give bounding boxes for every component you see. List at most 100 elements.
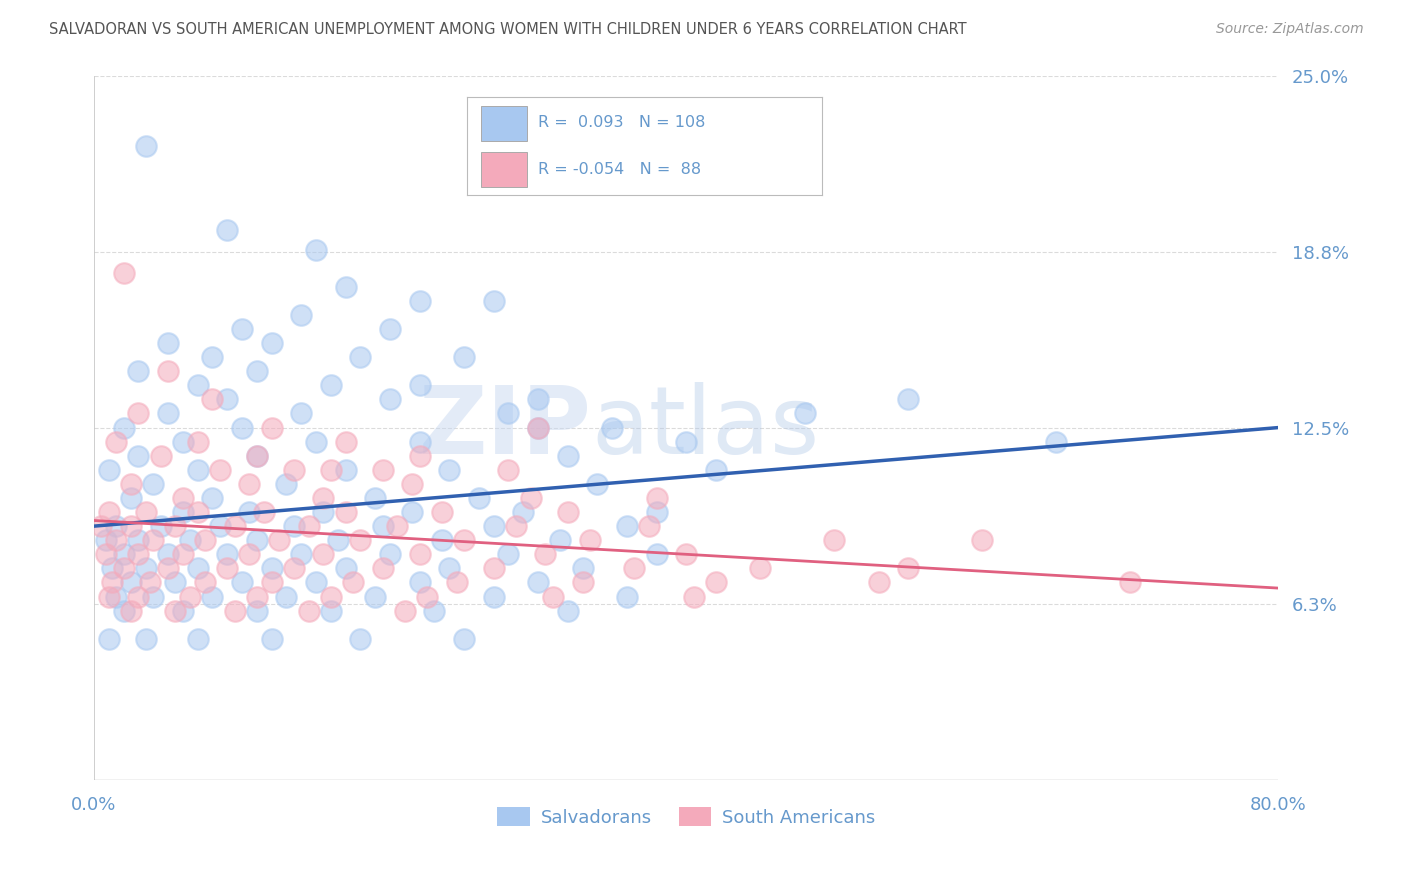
Point [100, 561, 122, 575]
Point [408, 547, 430, 561]
Point [127, 547, 149, 561]
Point [187, 561, 209, 575]
Point [208, 463, 231, 477]
Point [312, 505, 335, 519]
Point [749, 561, 772, 575]
Point [704, 575, 727, 590]
Point [267, 533, 290, 548]
Point [439, 561, 461, 575]
Point [387, 519, 409, 533]
Point [112, 561, 135, 575]
Point [260, 420, 283, 434]
Point [439, 463, 461, 477]
Point [305, 243, 328, 257]
Point [97, 505, 120, 519]
Point [224, 519, 246, 533]
Point [600, 420, 623, 434]
Point [527, 420, 550, 434]
Point [349, 533, 371, 548]
Point [201, 590, 224, 604]
Point [112, 547, 135, 561]
Point [246, 604, 269, 618]
Point [120, 476, 142, 491]
Point [498, 463, 520, 477]
Point [505, 519, 527, 533]
Text: atlas: atlas [592, 382, 820, 474]
Point [172, 434, 194, 449]
Point [527, 575, 550, 590]
Point [149, 449, 172, 463]
Point [498, 407, 520, 421]
Point [231, 322, 253, 336]
Point [112, 266, 135, 280]
Point [868, 575, 890, 590]
Point [149, 519, 172, 533]
Text: SALVADORAN VS SOUTH AMERICAN UNEMPLOYMENT AMONG WOMEN WITH CHILDREN UNDER 6 YEAR: SALVADORAN VS SOUTH AMERICAN UNEMPLOYMEN… [49, 22, 967, 37]
Point [260, 561, 283, 575]
Point [246, 449, 269, 463]
Point [823, 533, 845, 548]
Point [97, 632, 120, 646]
Point [482, 561, 505, 575]
Point [290, 407, 312, 421]
Point [217, 392, 239, 407]
Point [312, 547, 335, 561]
Point [142, 590, 165, 604]
Point [446, 575, 468, 590]
Point [1045, 434, 1067, 449]
Point [187, 632, 209, 646]
Point [97, 590, 120, 604]
Point [172, 547, 194, 561]
Point [260, 575, 283, 590]
Point [364, 590, 387, 604]
Point [408, 434, 430, 449]
Point [139, 575, 162, 590]
Point [408, 449, 430, 463]
Point [260, 632, 283, 646]
Point [305, 434, 328, 449]
Point [276, 590, 298, 604]
Point [408, 378, 430, 392]
Point [682, 590, 704, 604]
Point [165, 604, 187, 618]
Point [120, 575, 142, 590]
Point [120, 519, 142, 533]
Point [112, 420, 135, 434]
Point [534, 547, 557, 561]
Point [217, 547, 239, 561]
Point [276, 476, 298, 491]
Point [127, 364, 149, 378]
Point [156, 336, 179, 351]
Point [557, 604, 579, 618]
Point [135, 632, 157, 646]
Point [187, 378, 209, 392]
Point [408, 293, 430, 308]
Point [94, 547, 117, 561]
Point [897, 561, 920, 575]
Point [305, 575, 328, 590]
Point [416, 590, 439, 604]
Point [179, 533, 201, 548]
Point [127, 449, 149, 463]
Point [120, 604, 142, 618]
Point [401, 505, 423, 519]
Point [482, 590, 505, 604]
Text: ZIP: ZIP [419, 382, 592, 474]
Point [105, 533, 128, 548]
Point [512, 505, 534, 519]
Point [557, 505, 579, 519]
Point [90, 519, 112, 533]
Point [453, 533, 475, 548]
Point [371, 463, 394, 477]
Point [260, 336, 283, 351]
Point [187, 463, 209, 477]
Point [297, 519, 319, 533]
Point [283, 519, 305, 533]
Point [378, 392, 401, 407]
Point [623, 561, 645, 575]
Point [246, 533, 269, 548]
Point [394, 604, 416, 618]
Point [541, 590, 564, 604]
Point [97, 463, 120, 477]
Point [335, 505, 357, 519]
